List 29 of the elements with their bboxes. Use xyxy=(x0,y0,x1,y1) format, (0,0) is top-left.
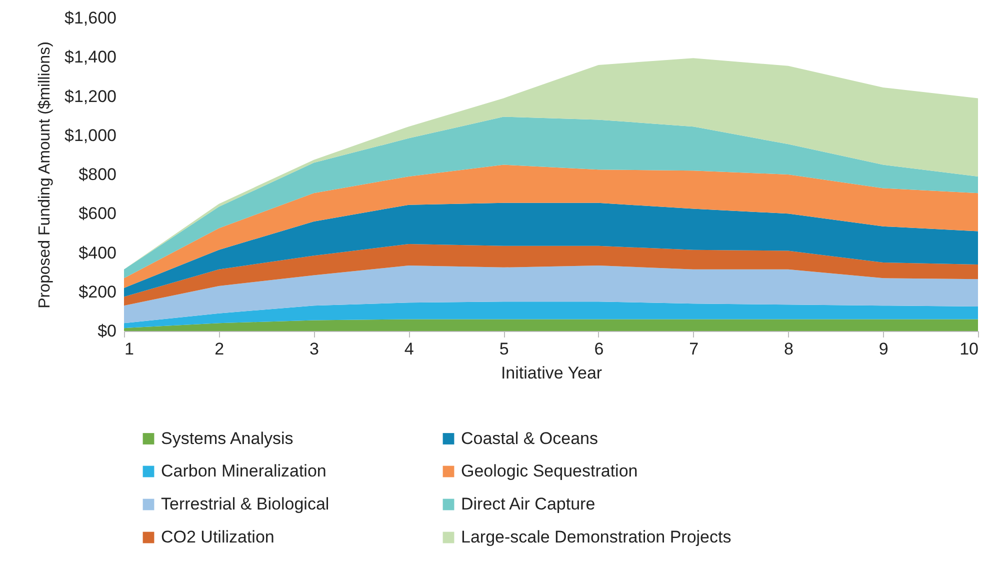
legend-label: Coastal & Oceans xyxy=(461,428,598,448)
y-tick-label: $800 xyxy=(78,165,116,184)
y-tick-label: $1,600 xyxy=(64,8,116,28)
x-tick-label: 7 xyxy=(689,340,699,358)
x-tick-label: 10 xyxy=(960,340,978,358)
y-tick-label: $1,200 xyxy=(64,86,116,106)
y-tick-label: $400 xyxy=(78,243,116,262)
legend-label: Systems Analysis xyxy=(161,428,294,448)
legend-label: Carbon Mineralization xyxy=(161,462,326,480)
x-tick-label: 4 xyxy=(404,340,414,358)
legend-label: Geologic Sequestration xyxy=(461,462,638,480)
y-tick-label: $1,400 xyxy=(64,48,116,67)
legend-label: Terrestrial & Biological xyxy=(161,494,330,514)
x-tick-label: 8 xyxy=(784,340,794,358)
x-tick-label: 1 xyxy=(124,340,134,358)
y-tick-label: $600 xyxy=(78,204,116,224)
legend-label: Large-scale Demonstration Projects xyxy=(461,528,732,546)
y-axis-title: Proposed Funding Amount ($millions) xyxy=(36,42,54,308)
y-tick-label: $0 xyxy=(98,322,116,340)
x-axis-title: Initiative Year xyxy=(500,364,602,382)
y-tick-label: $200 xyxy=(78,282,116,302)
y-tick-label: $1,000 xyxy=(64,126,116,145)
x-tick-label: 5 xyxy=(499,340,509,358)
x-tick-label: 2 xyxy=(214,340,224,358)
legend-label: Direct Air Capture xyxy=(461,494,596,514)
x-tick-label: 3 xyxy=(310,340,320,358)
legend-label: CO2 Utilization xyxy=(161,528,274,546)
x-tick-label: 9 xyxy=(878,340,888,358)
x-tick-label: 6 xyxy=(594,340,604,358)
